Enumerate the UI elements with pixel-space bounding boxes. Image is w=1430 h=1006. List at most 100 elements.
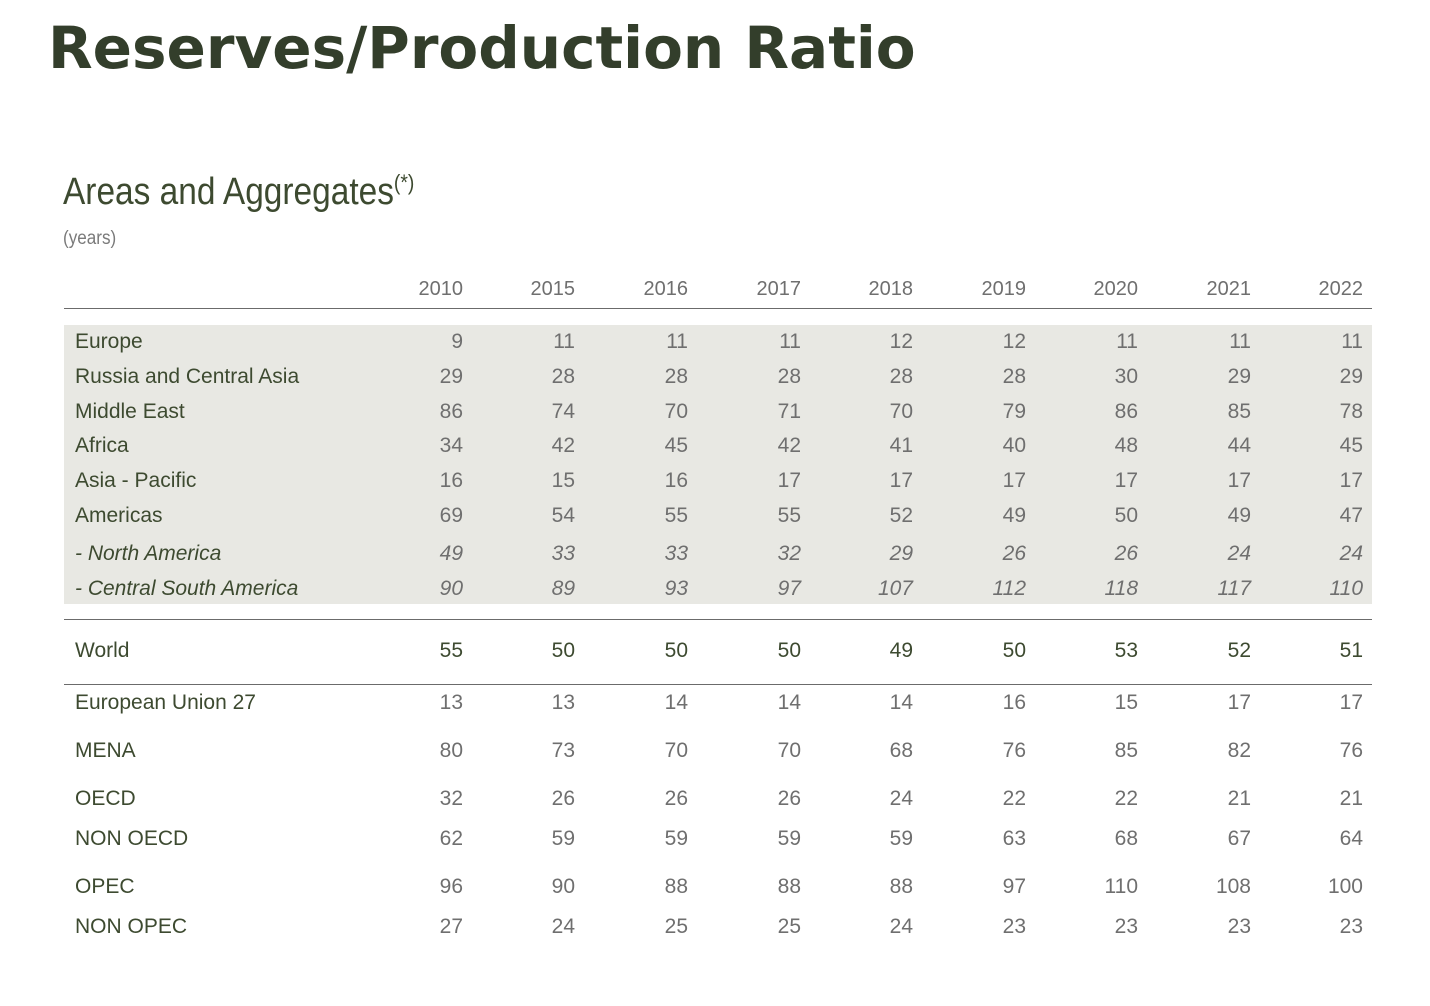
cell-value: 23	[1339, 915, 1363, 938]
cell-value: 23	[1002, 915, 1026, 938]
cell-value: 47	[1339, 504, 1363, 527]
aggregate-row: OECD 32 26 26 26 24 22 22 21 21	[64, 783, 1372, 817]
cell-value: 28	[889, 365, 913, 388]
cell-value: 89	[551, 577, 575, 600]
row-label: World	[75, 639, 130, 662]
cell-value: 71	[777, 400, 801, 423]
area-row: Middle East 86 74 70 71 70 79 86 85 78	[64, 396, 1372, 430]
cell-value: 33	[664, 542, 688, 565]
cell-value: 82	[1227, 739, 1251, 762]
cell-value: 68	[1114, 827, 1138, 850]
cell-value: 54	[551, 504, 575, 527]
cell-value: 76	[1002, 739, 1026, 762]
cell-value: 29	[889, 542, 913, 565]
cell-value: 33	[551, 542, 575, 565]
cell-value: 17	[1339, 469, 1363, 492]
cell-value: 50	[551, 639, 575, 662]
cell-value: 40	[1002, 434, 1026, 457]
table-divider	[64, 619, 1372, 620]
cell-value: 26	[664, 787, 688, 810]
cell-value: 17	[889, 469, 913, 492]
cell-value: 24	[1339, 542, 1363, 565]
aggregate-row: NON OPEC 27 24 25 25 24 23 23 23 23	[64, 911, 1372, 945]
cell-value: 53	[1114, 639, 1138, 662]
cell-value: 86	[439, 400, 463, 423]
cell-value: 28	[777, 365, 801, 388]
year-header: 2010	[418, 278, 464, 300]
cell-value: 27	[439, 915, 463, 938]
cell-value: 49	[889, 639, 913, 662]
cell-value: 78	[1339, 400, 1363, 423]
row-label: Europe	[75, 330, 143, 353]
cell-value: 17	[1227, 691, 1251, 714]
cell-value: 59	[664, 827, 688, 850]
cell-value: 22	[1114, 787, 1138, 810]
cell-value: 86	[1114, 400, 1138, 423]
cell-value: 70	[889, 400, 913, 423]
cell-value: 24	[1227, 542, 1251, 565]
cell-value: 24	[889, 787, 913, 810]
page-title: Reserves/Production Ratio	[48, 14, 916, 82]
year-header: 2019	[981, 278, 1027, 300]
cell-value: 73	[551, 739, 575, 762]
cell-value: 69	[439, 504, 463, 527]
cell-value: 29	[1339, 365, 1363, 388]
cell-value: 24	[889, 915, 913, 938]
area-row: Europe 9 11 11 11 12 12 11 11 11	[64, 326, 1372, 360]
row-label: MENA	[75, 739, 136, 762]
row-label: NON OPEC	[75, 915, 188, 938]
cell-value: 50	[664, 639, 688, 662]
cell-value: 28	[1002, 365, 1026, 388]
year-header: 2016	[643, 278, 689, 300]
cell-value: 51	[1339, 639, 1363, 662]
table-header: 2010 2015 2016 2017 2018 2019 2020 2021 …	[64, 272, 1372, 309]
cell-value: 17	[777, 469, 801, 492]
cell-value: 108	[1215, 875, 1251, 898]
cell-value: 49	[1227, 504, 1251, 527]
cell-value: 85	[1227, 400, 1251, 423]
row-label: Americas	[75, 504, 163, 527]
cell-value: 12	[1002, 330, 1026, 353]
cell-value: 25	[777, 915, 801, 938]
cell-value: 17	[1339, 691, 1363, 714]
cell-value: 14	[777, 691, 801, 714]
cell-value: 28	[664, 365, 688, 388]
cell-value: 26	[1114, 542, 1138, 565]
aggregate-row: European Union 27 13 13 14 14 14 16 15 17 17	[64, 687, 1372, 721]
row-label: - North America	[75, 542, 222, 565]
cell-value: 24	[551, 915, 575, 938]
row-label: Russia and Central Asia	[75, 365, 300, 388]
row-label: OPEC	[75, 875, 135, 898]
section-title: Areas and Aggregates(*)	[63, 170, 414, 214]
cell-value: 90	[551, 875, 575, 898]
area-row: - North America 49 33 33 32 29 26 26 24 24	[64, 538, 1372, 572]
cell-value: 110	[1104, 875, 1138, 898]
cell-value: 14	[889, 691, 913, 714]
aggregate-row: OPEC 96 90 88 88 88 97 110 108 100	[64, 871, 1372, 905]
cell-value: 34	[439, 434, 463, 457]
cell-value: 26	[1002, 542, 1026, 565]
cell-value: 80	[439, 739, 463, 762]
cell-value: 88	[889, 875, 913, 898]
cell-value: 52	[889, 504, 913, 527]
cell-value: 23	[1227, 915, 1251, 938]
cell-value: 29	[1227, 365, 1251, 388]
cell-value: 22	[1002, 787, 1026, 810]
section-title-text: Areas and Aggregates	[63, 171, 394, 213]
cell-value: 9	[451, 330, 463, 353]
cell-value: 97	[1002, 875, 1026, 898]
row-label: European Union 27	[75, 691, 256, 714]
cell-value: 11	[1116, 330, 1138, 353]
row-label: OECD	[75, 787, 136, 810]
area-row: Americas 69 54 55 55 52 49 50 49 47	[64, 500, 1372, 534]
cell-value: 50	[1114, 504, 1138, 527]
cell-value: 52	[1227, 639, 1251, 662]
unit-label: (years)	[63, 228, 117, 249]
cell-value: 55	[777, 504, 801, 527]
cell-value: 112	[992, 577, 1026, 600]
cell-value: 49	[1002, 504, 1026, 527]
cell-value: 26	[777, 787, 801, 810]
cell-value: 44	[1227, 434, 1251, 457]
cell-value: 50	[1002, 639, 1026, 662]
cell-value: 70	[664, 400, 688, 423]
